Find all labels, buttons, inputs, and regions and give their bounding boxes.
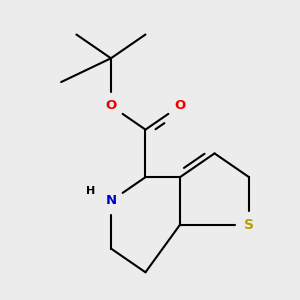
Text: O: O <box>174 99 186 112</box>
Text: H: H <box>86 186 96 196</box>
Text: S: S <box>244 218 254 232</box>
Text: O: O <box>105 99 117 112</box>
Text: N: N <box>105 194 116 208</box>
